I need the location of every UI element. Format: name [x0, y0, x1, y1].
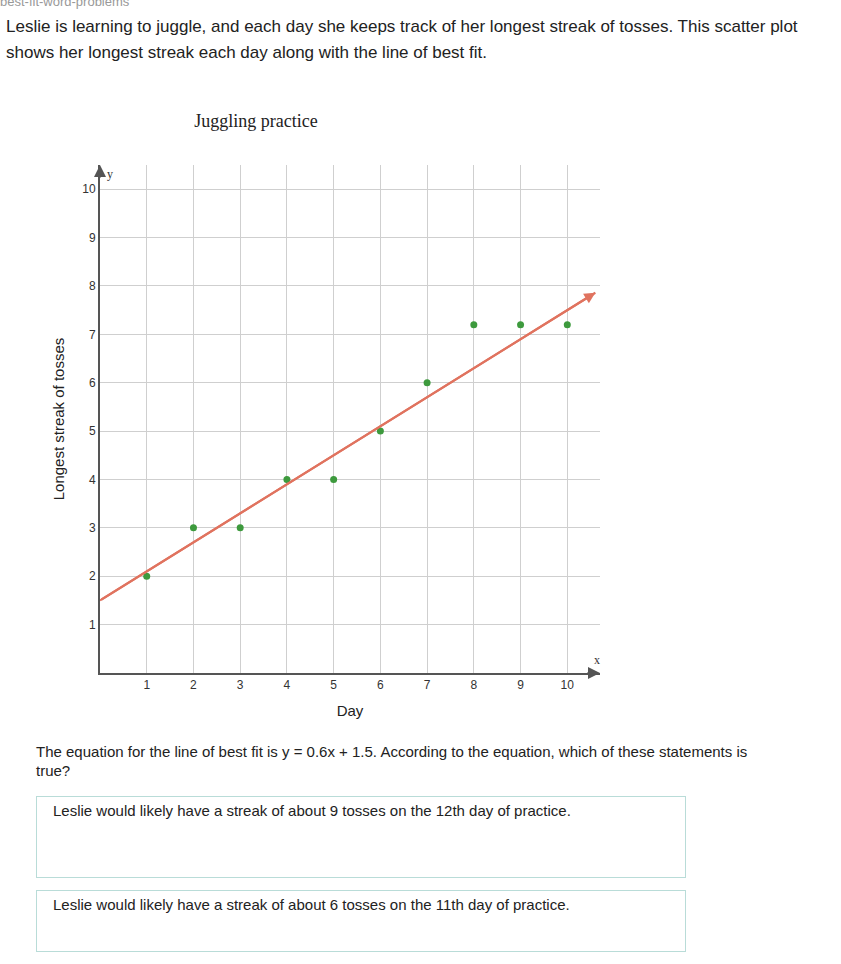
- svg-text:7: 7: [424, 678, 431, 692]
- svg-text:6: 6: [89, 376, 96, 390]
- svg-text:6: 6: [377, 678, 384, 692]
- svg-text:10: 10: [561, 678, 575, 692]
- svg-text:10: 10: [82, 182, 96, 196]
- svg-text:3: 3: [89, 521, 96, 535]
- svg-text:2: 2: [89, 569, 96, 583]
- svg-text:x: x: [594, 653, 600, 667]
- svg-text:1: 1: [143, 678, 150, 692]
- svg-text:y: y: [107, 167, 113, 181]
- svg-text:8: 8: [89, 279, 96, 293]
- svg-text:8: 8: [470, 678, 477, 692]
- svg-text:Juggling practice: Juggling practice: [194, 111, 317, 131]
- svg-text:Day: Day: [337, 702, 364, 719]
- svg-text:3: 3: [237, 678, 244, 692]
- svg-text:1: 1: [89, 618, 96, 632]
- svg-text:5: 5: [89, 424, 96, 438]
- svg-text:4: 4: [284, 678, 291, 692]
- svg-text:7: 7: [89, 328, 96, 342]
- svg-text:9: 9: [89, 231, 96, 245]
- svg-text:2: 2: [190, 678, 197, 692]
- html-text:Leslie is learning to juggle,: Leslie is learning to juggle, and each d…: [6, 17, 798, 62]
- html-text:Leslie would likely have a str: Leslie would likely have a streak of abo…: [53, 802, 571, 819]
- svg-text:4: 4: [89, 473, 96, 487]
- html-text:Leslie would likely have a str: Leslie would likely have a streak of abo…: [53, 896, 570, 913]
- html-text:The equation for the line of b: The equation for the line of best fit is…: [36, 743, 748, 779]
- svg-text:Longest streak of tosses: Longest streak of tosses: [50, 338, 67, 501]
- svg-text:5: 5: [330, 678, 337, 692]
- svg-text:9: 9: [517, 678, 524, 692]
